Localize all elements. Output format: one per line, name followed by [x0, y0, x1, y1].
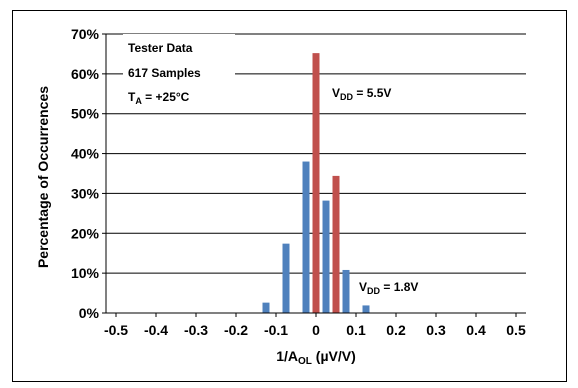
axes	[102, 33, 526, 317]
y-tick-label: 20%	[71, 225, 100, 241]
annotation-vdd-5v5: VDD = 5.5V	[332, 86, 391, 102]
x-tick-labels: -0.5 -0.4 -0.3 -0.2 -0.1 0 0.1 0.2 0.3 0.4 0.5	[104, 322, 526, 338]
y-tick-label: 60%	[71, 66, 100, 82]
x-tick-label: 0.5	[506, 322, 526, 338]
bar-series-0-point-2	[302, 161, 310, 313]
bars	[262, 53, 370, 313]
x-tick-label: -0.3	[184, 322, 208, 338]
x-tick-label: -0.2	[224, 322, 248, 338]
y-axis-label: Percentage of Occurrences	[35, 86, 51, 268]
y-tick-label: 40%	[71, 146, 100, 162]
x-tick-label: 0.4	[466, 322, 486, 338]
bar-series-1-point-0	[312, 53, 320, 313]
annotation-tester-data: Tester Data	[128, 41, 193, 55]
x-tick-label: 0	[312, 322, 320, 338]
bar-series-0-point-3	[322, 200, 330, 313]
x-tick-label: 0.1	[346, 322, 366, 338]
y-tick-label: 10%	[71, 265, 100, 281]
y-tick-label: 0%	[79, 305, 100, 321]
x-axis-label: 1/AOL (µV/V)	[276, 348, 356, 367]
annotation-mask-v55	[329, 81, 421, 103]
y-tick-label: 30%	[71, 185, 100, 201]
annotation-samples: 617 Samples	[128, 66, 201, 80]
bar-series-0-point-0	[262, 302, 270, 313]
bar-series-0-point-5	[362, 305, 370, 313]
bar-series-0-point-1	[282, 243, 290, 313]
annotation-mask-top	[123, 34, 235, 109]
y-tick-labels: 0% 10% 20% 30% 40% 50% 60% 70%	[71, 26, 100, 321]
y-tick-label: 50%	[71, 106, 100, 122]
bar-series-1-point-1	[332, 175, 340, 313]
annotation-mask-v18	[356, 277, 448, 299]
x-tick-label: -0.5	[104, 322, 128, 338]
chart-frame	[12, 10, 567, 382]
x-tick-label: 0.3	[426, 322, 446, 338]
x-tick-label: -0.1	[264, 322, 288, 338]
x-tick-label: -0.4	[144, 322, 168, 338]
x-tick-label: 0.2	[386, 322, 406, 338]
annotation-temperature: TA = +25°C	[128, 90, 190, 106]
y-tick-label: 70%	[71, 26, 100, 42]
bar-series-0-point-4	[342, 269, 350, 313]
annotation-vdd-1v8: VDD = 1.8V	[359, 280, 418, 296]
